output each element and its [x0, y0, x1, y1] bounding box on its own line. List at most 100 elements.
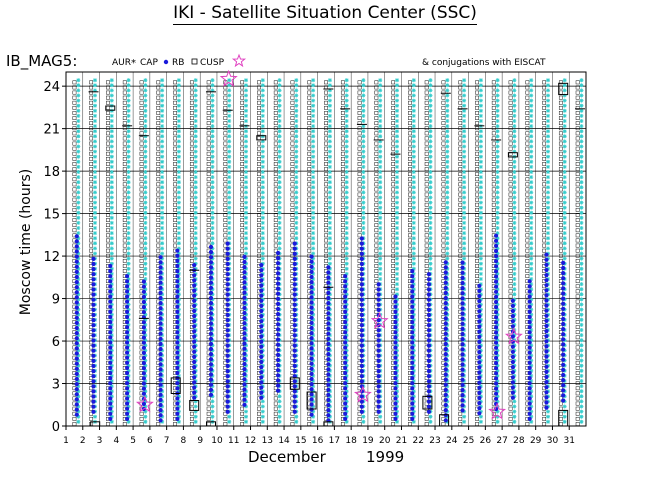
aur-point	[109, 78, 114, 83]
aur-point	[579, 266, 584, 271]
cusp-point	[223, 172, 228, 177]
cusp-point	[307, 422, 312, 426]
cusp-point	[257, 131, 261, 136]
cusp-point	[72, 151, 77, 156]
cusp-point	[542, 126, 547, 131]
aur-point	[395, 159, 399, 164]
cusp-point	[106, 248, 110, 253]
aur-point	[478, 282, 483, 287]
cusp-point	[156, 422, 161, 426]
aur-point	[361, 180, 366, 185]
aur-point	[294, 154, 299, 159]
rb-point	[376, 343, 381, 348]
rb-point	[192, 380, 197, 385]
aur-point	[210, 180, 215, 185]
cusp-point	[558, 243, 563, 248]
rb-point	[242, 372, 247, 377]
rb-point	[242, 270, 247, 275]
aur-point	[361, 419, 366, 424]
aur-point	[193, 414, 198, 419]
cusp-point	[408, 202, 412, 207]
aur-point	[311, 277, 316, 281]
aur-point	[395, 292, 399, 297]
cusp-point	[391, 264, 396, 268]
aur-point	[277, 180, 282, 185]
aur-point	[76, 134, 81, 139]
rb-point	[309, 376, 314, 382]
rb-point	[426, 297, 432, 302]
aur-point	[478, 103, 483, 108]
cusp-point	[525, 105, 530, 110]
aur-point	[327, 93, 332, 98]
aur-point	[76, 261, 81, 266]
aur-point	[546, 195, 550, 200]
cusp-point	[525, 80, 530, 85]
cusp-point	[122, 136, 127, 141]
aur-point	[428, 205, 433, 210]
rb-point	[91, 302, 96, 307]
cusp-point	[324, 228, 328, 233]
rb-point	[242, 336, 247, 341]
aur-point	[260, 103, 265, 108]
cusp-point	[475, 85, 479, 90]
cusp-point	[558, 121, 563, 126]
cusp-point	[441, 192, 446, 197]
cusp-point	[139, 187, 144, 192]
cusp-point	[441, 218, 446, 222]
cusp-point	[223, 111, 228, 115]
aur-point	[109, 180, 114, 185]
cusp-point	[558, 233, 563, 238]
cusp-point	[223, 233, 228, 238]
rb-point	[292, 256, 297, 261]
cusp-point	[189, 192, 194, 197]
cusp-point	[475, 248, 479, 253]
cusp-point	[340, 177, 345, 182]
aur-point	[378, 215, 383, 220]
cusp-point	[558, 202, 563, 207]
aur-point	[411, 93, 416, 98]
cusp-point	[273, 197, 278, 202]
aur-point	[227, 93, 232, 98]
aur-point	[294, 78, 299, 83]
cusp-point	[525, 90, 530, 95]
rb-point	[443, 316, 448, 321]
aur-point	[193, 175, 198, 180]
rb-point	[410, 411, 415, 416]
cusp-point	[223, 187, 228, 192]
aur-point	[160, 200, 165, 205]
aur-point	[378, 83, 383, 88]
rb-point	[443, 336, 448, 341]
aur-point	[277, 113, 282, 118]
aur-point	[260, 129, 265, 134]
rb-point	[276, 347, 281, 352]
aur-point	[143, 108, 148, 113]
cusp-point	[273, 253, 278, 258]
cusp-point	[89, 167, 94, 171]
rb-point	[208, 382, 214, 387]
rb-point	[74, 295, 79, 300]
aur-point	[512, 78, 517, 83]
aur-point	[160, 241, 165, 246]
aur-point	[227, 185, 232, 190]
cusp-point	[575, 167, 580, 171]
aur-point	[495, 226, 500, 230]
chart-title-text: IKI - Satellite Situation Center (SSC)	[173, 3, 477, 25]
cusp-point	[491, 105, 496, 110]
aur-point	[176, 180, 181, 185]
aur-point	[428, 170, 433, 174]
cusp-point	[357, 192, 362, 197]
cusp-point	[340, 116, 345, 120]
cusp-point	[491, 131, 496, 136]
aur-point	[478, 363, 483, 368]
rb-point	[426, 399, 432, 404]
aur-point	[529, 302, 534, 307]
cusp-point	[491, 197, 496, 202]
rb-point	[309, 387, 314, 392]
cusp-point	[458, 172, 463, 177]
cusp-point	[173, 197, 177, 202]
rb-point	[225, 328, 230, 333]
aur-point	[143, 195, 148, 200]
cusp-point	[156, 85, 161, 90]
cusp-point	[156, 248, 161, 253]
cusp-point	[189, 126, 194, 131]
